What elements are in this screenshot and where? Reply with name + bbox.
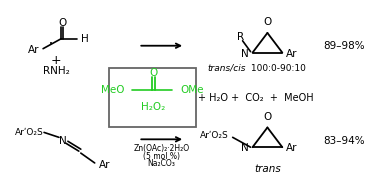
Text: 100:0-90:10: 100:0-90:10 xyxy=(248,64,305,73)
Text: RNH₂: RNH₂ xyxy=(43,66,69,76)
Text: MeO: MeO xyxy=(101,85,124,95)
Text: trans/cis: trans/cis xyxy=(208,64,246,73)
Text: R: R xyxy=(237,32,244,42)
Text: + H₂O +  CO₂  +  MeOH: + H₂O + CO₂ + MeOH xyxy=(198,93,314,103)
Text: ArʹO₂S: ArʹO₂S xyxy=(200,131,229,140)
Text: O: O xyxy=(263,112,271,122)
Text: (5 mol %): (5 mol %) xyxy=(143,151,180,161)
Text: •: • xyxy=(49,41,53,47)
Text: +: + xyxy=(51,54,61,67)
Text: OMe: OMe xyxy=(180,85,204,95)
Text: Na₂CO₃: Na₂CO₃ xyxy=(147,160,175,168)
Text: Ar: Ar xyxy=(28,45,39,55)
Text: 89–98%: 89–98% xyxy=(323,41,365,51)
Text: N: N xyxy=(241,49,249,59)
Text: Ar: Ar xyxy=(99,160,110,170)
Text: Ar: Ar xyxy=(286,49,298,59)
Text: ArʹO₂S: ArʹO₂S xyxy=(15,128,44,137)
Text: H₂O₂: H₂O₂ xyxy=(141,102,166,112)
Text: N: N xyxy=(59,136,67,146)
Text: O: O xyxy=(149,68,158,78)
Text: trans: trans xyxy=(254,164,281,174)
Bar xyxy=(108,68,196,128)
Text: Zn(OAc)₂·2H₂O: Zn(OAc)₂·2H₂O xyxy=(133,144,189,153)
Text: Ar: Ar xyxy=(286,143,298,153)
Text: N: N xyxy=(241,143,249,153)
Text: 83–94%: 83–94% xyxy=(323,136,365,146)
Text: O: O xyxy=(58,18,66,28)
Text: O: O xyxy=(263,17,271,27)
Text: H: H xyxy=(81,34,88,44)
